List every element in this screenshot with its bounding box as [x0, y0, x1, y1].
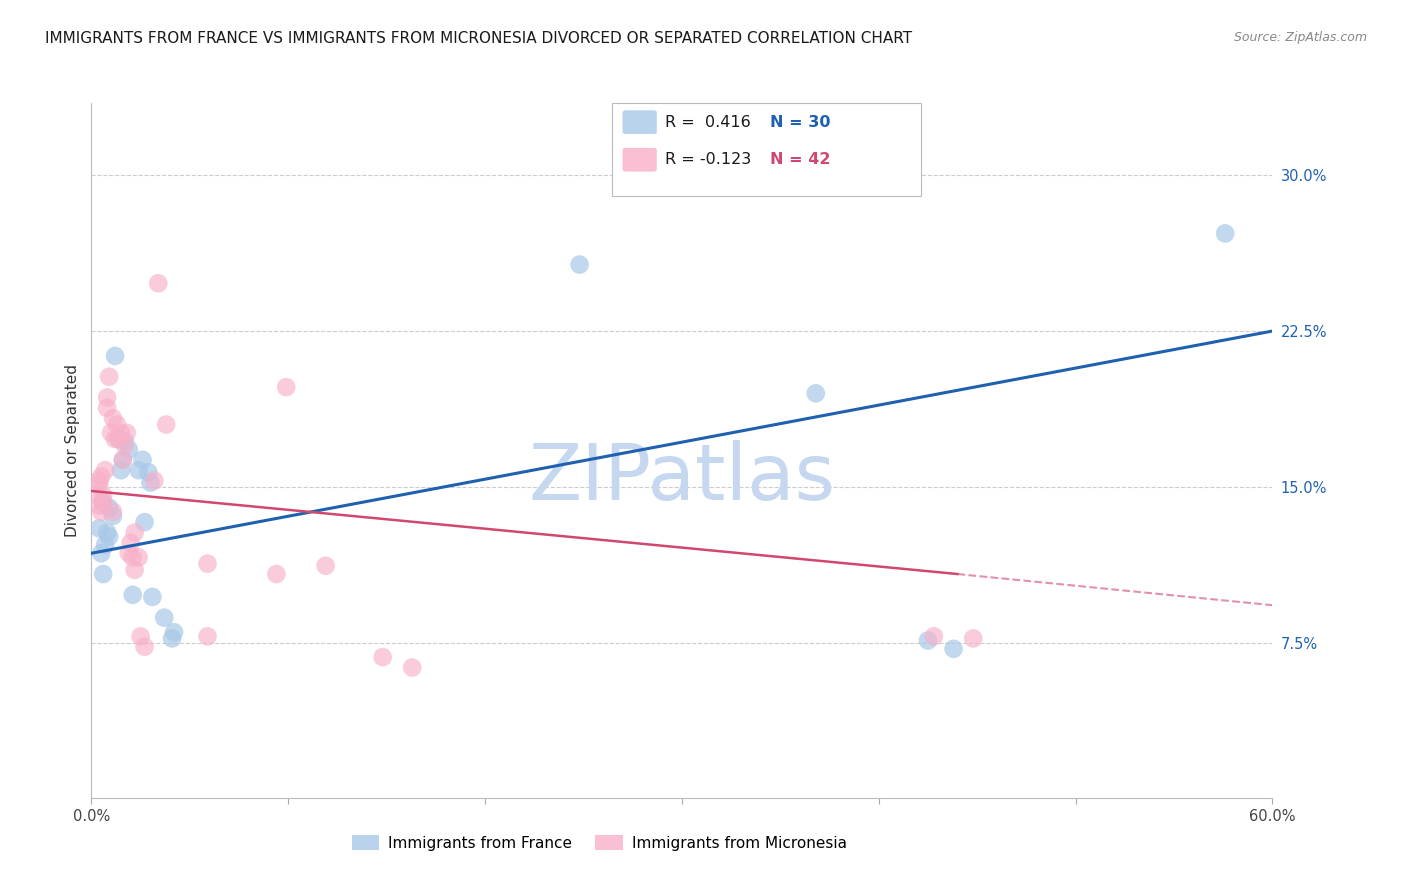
- Point: [115, 425, 138, 440]
- Point: [118, 442, 141, 457]
- Point: [101, 508, 124, 523]
- Point: [1213, 227, 1236, 241]
- Legend: Immigrants from France, Immigrants from Micronesia: Immigrants from France, Immigrants from …: [346, 829, 853, 857]
- Point: [129, 629, 152, 643]
- Text: R =  0.416: R = 0.416: [665, 115, 751, 129]
- Point: [104, 349, 127, 363]
- Point: [276, 380, 298, 394]
- Point: [96, 525, 118, 540]
- Text: ZIPatlas: ZIPatlas: [529, 441, 835, 516]
- Point: [98, 369, 121, 384]
- Text: N = 30: N = 30: [770, 115, 831, 129]
- Point: [148, 277, 170, 291]
- Point: [96, 391, 118, 405]
- Text: IMMIGRANTS FROM FRANCE VS IMMIGRANTS FROM MICRONESIA DIVORCED OR SEPARATED CORRE: IMMIGRANTS FROM FRANCE VS IMMIGRANTS FRO…: [45, 31, 912, 46]
- Point: [134, 515, 156, 529]
- Point: [134, 640, 156, 654]
- Point: [371, 650, 394, 665]
- Point: [315, 558, 337, 573]
- Y-axis label: Divorced or Separated: Divorced or Separated: [65, 364, 80, 537]
- Point: [118, 546, 141, 560]
- Point: [90, 546, 112, 560]
- Text: Source: ZipAtlas.com: Source: ZipAtlas.com: [1233, 31, 1367, 45]
- Point: [91, 496, 114, 510]
- Point: [90, 505, 112, 519]
- Point: [94, 538, 117, 552]
- Point: [89, 521, 111, 535]
- Point: [153, 610, 176, 624]
- Point: [100, 425, 122, 440]
- Text: R = -0.123: R = -0.123: [665, 153, 751, 167]
- Point: [124, 525, 146, 540]
- Point: [197, 557, 219, 571]
- Point: [922, 629, 945, 643]
- Point: [141, 590, 163, 604]
- Point: [96, 401, 118, 415]
- Point: [917, 633, 939, 648]
- Point: [105, 417, 128, 432]
- Point: [101, 411, 124, 425]
- Point: [942, 641, 965, 656]
- Point: [128, 550, 150, 565]
- Point: [568, 258, 591, 272]
- Point: [121, 588, 143, 602]
- Point: [98, 530, 121, 544]
- Point: [155, 417, 177, 432]
- Point: [197, 629, 219, 643]
- Point: [98, 500, 121, 515]
- Point: [266, 567, 288, 582]
- Point: [108, 432, 131, 446]
- Point: [108, 432, 131, 446]
- Point: [143, 474, 166, 488]
- Point: [962, 632, 984, 646]
- Point: [110, 425, 132, 440]
- Point: [86, 488, 108, 502]
- Point: [804, 386, 827, 401]
- Point: [111, 452, 134, 467]
- Point: [94, 463, 117, 477]
- Point: [163, 625, 186, 640]
- Point: [114, 438, 136, 452]
- Point: [128, 463, 150, 477]
- Point: [139, 475, 162, 490]
- Point: [91, 488, 114, 502]
- Point: [104, 432, 127, 446]
- Point: [160, 632, 183, 646]
- Point: [131, 452, 153, 467]
- Point: [89, 474, 111, 488]
- Point: [89, 477, 111, 491]
- Point: [89, 499, 111, 513]
- Point: [138, 465, 160, 479]
- Point: [91, 567, 114, 582]
- Point: [124, 563, 146, 577]
- Point: [111, 452, 134, 467]
- Point: [110, 463, 132, 477]
- Point: [114, 434, 136, 449]
- Text: N = 42: N = 42: [770, 153, 831, 167]
- Point: [91, 494, 114, 508]
- Point: [121, 550, 143, 565]
- Point: [90, 469, 112, 483]
- Point: [101, 505, 124, 519]
- Point: [401, 660, 423, 674]
- Point: [120, 536, 142, 550]
